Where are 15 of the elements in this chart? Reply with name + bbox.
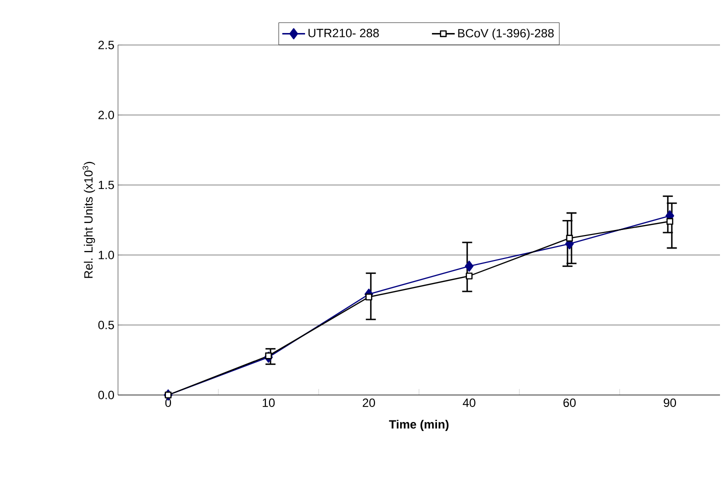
y-tick-label: 1.5	[98, 180, 114, 190]
x-tick-label: 20	[362, 398, 376, 407]
x-tick-label: 10	[262, 398, 275, 407]
y-tick-label: 0.5	[98, 320, 114, 330]
x-tick-label: 90	[664, 398, 676, 407]
y-axis-title: Rel. Light Units (x10$^{3}$)	[82, 162, 96, 278]
legend-label: BCoV (1-396)-288	[458, 28, 554, 40]
legend-label: UTR210- 288	[308, 28, 379, 38]
x-tick-label: 60	[563, 398, 576, 407]
x-tick-label: 40	[462, 398, 476, 407]
y-tick-label: 2.5	[98, 40, 114, 50]
y-tick-label: 0.0	[98, 390, 114, 400]
y-tick-label: 2.0	[98, 110, 114, 120]
x-axis-title: Time (min)	[389, 420, 449, 431]
y-tick-label: 1.0	[98, 250, 114, 260]
